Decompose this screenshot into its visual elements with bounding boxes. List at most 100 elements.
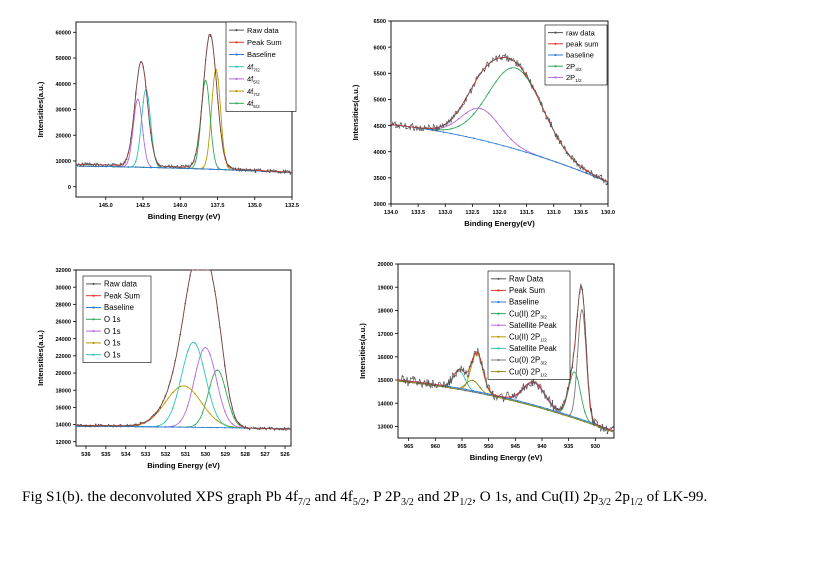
series-marker <box>120 162 122 165</box>
series-marker <box>511 394 514 396</box>
series-marker <box>510 57 512 60</box>
series-marker <box>480 107 482 110</box>
series-marker <box>75 162 77 164</box>
series-marker <box>189 274 191 276</box>
series-marker <box>202 166 204 169</box>
series-marker <box>580 166 583 169</box>
series-marker <box>585 171 588 173</box>
x-tick-label: 527 <box>260 452 269 458</box>
series-marker <box>85 425 87 428</box>
series-marker <box>440 125 442 128</box>
x-tick-label: 132.5 <box>465 210 479 216</box>
legend-label: Cu(II) 2P3/2 <box>509 309 547 320</box>
series-marker <box>142 101 145 103</box>
x-tick-label: 930 <box>591 444 600 450</box>
y-tick-label: 15000 <box>377 378 393 384</box>
legend-label: Peak Sum <box>509 286 545 295</box>
series-marker <box>174 359 176 362</box>
y-tick-label: 6500 <box>374 19 386 25</box>
series-marker <box>435 129 437 132</box>
legend-marker <box>497 335 500 338</box>
series-marker <box>264 170 267 173</box>
series-marker <box>506 391 509 394</box>
series-marker <box>516 401 519 403</box>
series-marker <box>194 375 196 377</box>
y-tick-label: 28000 <box>55 303 71 309</box>
legend-label: Peak Sum <box>104 291 140 300</box>
series-marker <box>224 386 226 388</box>
x-tick-label: 536 <box>81 452 90 458</box>
legend-marker <box>497 358 500 362</box>
series-marker <box>596 421 599 423</box>
legend-label: 4f5/2 <box>247 99 260 109</box>
y-tick-label: 20000 <box>55 371 71 377</box>
series-marker <box>531 403 534 406</box>
legend-label: baseline <box>566 51 594 60</box>
x-tick-label: 133.5 <box>411 210 425 216</box>
series-marker <box>159 407 162 409</box>
series-marker <box>194 426 196 429</box>
y-tick-label: 19000 <box>377 285 393 291</box>
series-marker <box>279 172 282 174</box>
series-marker <box>75 165 77 167</box>
series-marker <box>217 166 219 169</box>
x-tick-label: 945 <box>511 444 520 450</box>
series-line-0 <box>390 53 609 185</box>
legend-marker <box>92 341 95 344</box>
series-marker <box>591 420 594 423</box>
series-marker <box>464 389 467 392</box>
series-marker <box>560 140 563 143</box>
series-marker <box>516 399 519 402</box>
legend-marker <box>235 53 238 56</box>
y-tick-label: 14000 <box>55 423 71 429</box>
series-marker <box>169 380 172 382</box>
x-tick-label: 940 <box>537 444 546 450</box>
x-tick-label: 135.0 <box>248 203 262 209</box>
x-tick-label: 529 <box>221 452 230 458</box>
legend-marker <box>92 282 95 285</box>
legend-marker <box>235 41 238 44</box>
series-marker <box>124 425 127 427</box>
series-marker <box>472 108 475 110</box>
series-marker <box>150 166 152 169</box>
caption-sub-3: 3/2 <box>400 497 414 509</box>
series-marker <box>174 166 177 169</box>
series-marker <box>465 120 467 123</box>
series-marker <box>269 169 272 171</box>
y-axis-label: Intensities(a.u.) <box>36 81 45 137</box>
legend-marker <box>235 65 238 68</box>
series-marker <box>209 426 211 429</box>
series-marker <box>201 426 204 429</box>
series-marker <box>578 169 580 172</box>
series-marker <box>216 369 219 371</box>
series-marker <box>253 427 256 429</box>
series-marker <box>262 169 264 172</box>
series-marker <box>186 405 189 407</box>
series-marker <box>412 380 414 383</box>
series-marker <box>115 163 117 166</box>
series-marker <box>201 412 204 414</box>
x-tick-label: 965 <box>404 444 413 450</box>
series-marker <box>547 158 550 161</box>
series-marker <box>555 133 558 136</box>
series-marker <box>154 412 157 414</box>
caption-sub-1: 7/2 <box>297 497 311 509</box>
series-marker <box>187 167 189 170</box>
y-tick-label: 16000 <box>55 406 71 412</box>
y-tick-label: 6000 <box>374 45 386 51</box>
series-marker <box>420 129 422 131</box>
legend-marker <box>235 90 238 93</box>
series-marker <box>525 149 527 152</box>
series-marker <box>532 153 535 156</box>
y-tick-label: 18000 <box>55 388 71 394</box>
series-marker <box>422 383 424 385</box>
caption-text-7: of LK-99. <box>642 488 708 505</box>
series-marker <box>561 404 564 406</box>
x-axis-label: Binding Energy (eV) <box>470 453 543 462</box>
series-marker <box>258 428 261 430</box>
y-tick-label: 40000 <box>55 82 71 88</box>
series-marker <box>541 390 544 392</box>
legend-label: O 1s <box>104 350 121 359</box>
legend-marker <box>92 294 95 297</box>
legend-marker <box>235 77 238 80</box>
